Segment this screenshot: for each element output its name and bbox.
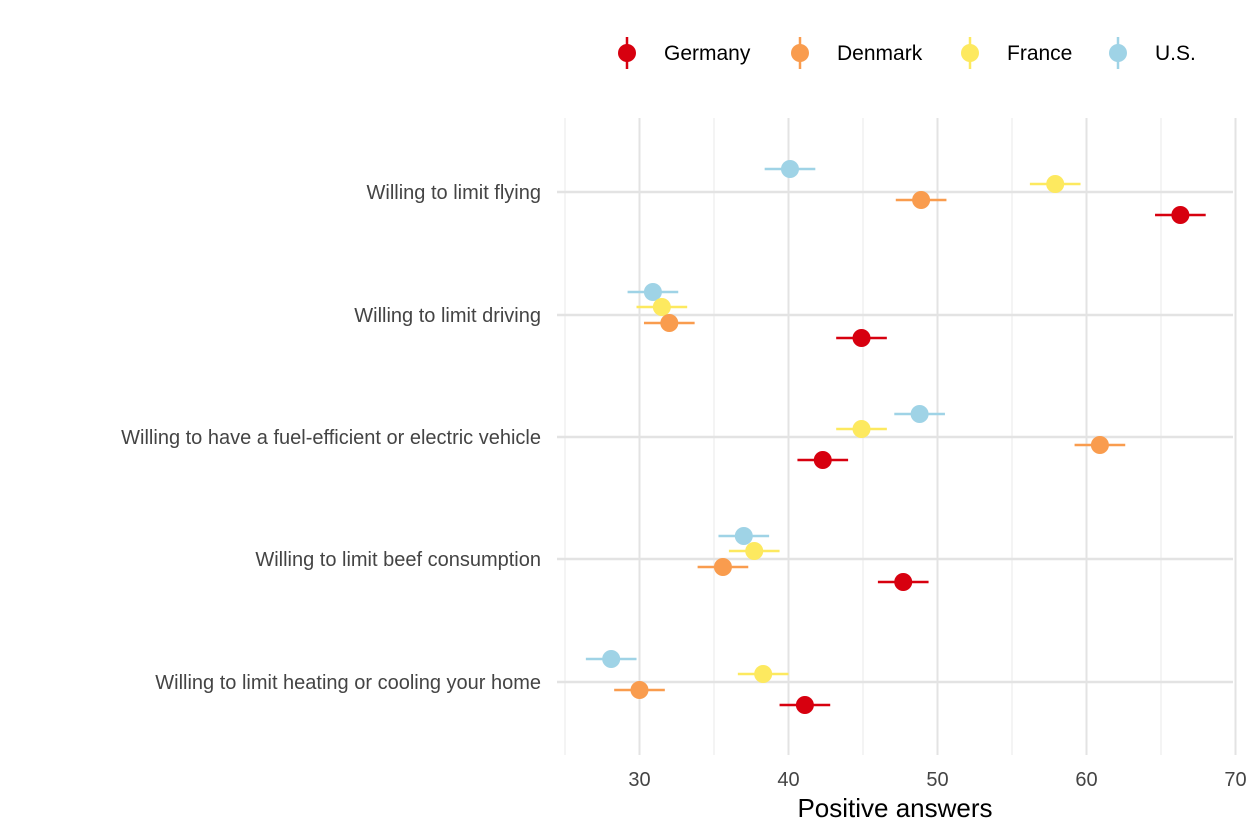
data-point: [754, 665, 773, 683]
x-tick-label: 60: [1075, 769, 1097, 791]
legend-label: U.S.: [1155, 42, 1196, 65]
data-point: [894, 573, 913, 591]
data-point: [713, 558, 732, 576]
data-point: [1090, 436, 1109, 454]
data-point: [912, 191, 931, 209]
x-tick-label: 50: [926, 769, 948, 791]
data-point: [852, 420, 871, 438]
data-points: [585, 160, 1206, 714]
category-label: Willing to limit heating or cooling your…: [155, 672, 541, 694]
legend-label: Germany: [664, 42, 751, 65]
data-point: [602, 650, 621, 668]
legend-label: Denmark: [837, 42, 923, 65]
data-point: [660, 314, 679, 332]
category-label: Willing to have a fuel-efficient or elec…: [121, 427, 541, 449]
data-point: [734, 527, 753, 545]
x-tick-label: 30: [628, 769, 650, 791]
legend: Germany Denmark France U.S.: [618, 37, 1196, 69]
category-label: Willing to limit beef consumption: [255, 549, 541, 571]
data-point: [813, 451, 832, 469]
grid: [557, 118, 1237, 755]
x-tick-label: 70: [1224, 769, 1246, 791]
data-point: [630, 681, 649, 699]
category-label: Willing to limit flying: [367, 182, 541, 204]
x-axis-title: Positive answers: [797, 793, 992, 823]
x-tick-labels: 30 40 50 60 70: [628, 769, 1246, 791]
legend-label: France: [1007, 42, 1072, 65]
data-point: [910, 405, 929, 423]
legend-key: [961, 44, 979, 62]
legend-key: [618, 44, 636, 62]
data-point: [745, 542, 764, 560]
x-tick-label: 40: [777, 769, 799, 791]
category-labels: Willing to limit flying Willing to limit …: [121, 182, 541, 694]
data-point: [1171, 206, 1190, 224]
legend-key: [1109, 44, 1127, 62]
data-point: [852, 329, 871, 347]
data-point: [1046, 175, 1065, 193]
data-point: [780, 160, 799, 178]
data-point: [643, 283, 662, 301]
legend-key: [791, 44, 809, 62]
data-point: [795, 696, 814, 714]
category-label: Willing to limit driving: [354, 305, 541, 327]
data-point: [652, 298, 671, 316]
